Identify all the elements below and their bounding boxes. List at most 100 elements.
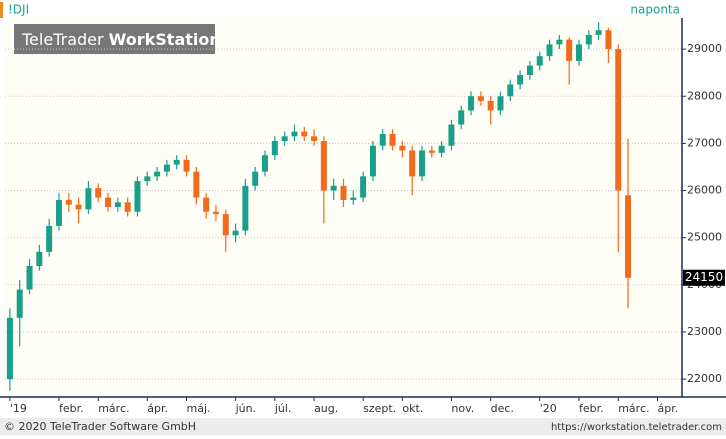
candle-body: [507, 84, 514, 97]
candle-body: [242, 185, 249, 231]
candle-body: [271, 141, 278, 156]
candle-body: [105, 197, 112, 208]
copyright: © 2020 TeleTrader Software GmbH: [4, 420, 196, 433]
logo-text: TeleTrader WorkStation: [21, 30, 221, 49]
x-tick-label: febr.: [579, 402, 604, 415]
y-tick-label: 29000: [687, 42, 722, 55]
candle-body: [124, 202, 131, 212]
candle-body: [605, 30, 612, 50]
y-tick-label: 26000: [687, 184, 722, 197]
candle-body: [330, 185, 337, 191]
url: https://workstation.teletrader.com: [551, 422, 722, 433]
x-tick-label: máj.: [187, 402, 211, 415]
candle-body: [95, 188, 102, 198]
y-tick-label: 25000: [687, 231, 722, 244]
candle-body: [536, 56, 543, 66]
candle-body: [418, 150, 425, 177]
candle-body: [301, 131, 308, 137]
candle-body: [85, 188, 92, 210]
candle-body: [477, 96, 484, 101]
last-price: 24150: [685, 270, 723, 284]
candle-body: [75, 204, 82, 210]
x-tick-label: márc.: [98, 402, 129, 415]
candle-body: [625, 195, 632, 278]
y-tick-label: 27000: [687, 136, 722, 149]
candle-body: [448, 124, 455, 146]
candle-body: [340, 185, 347, 200]
candle-body: [193, 171, 200, 198]
candle-body: [154, 171, 161, 177]
candle-body: [360, 176, 367, 198]
logo-bold: WorkStation: [109, 30, 221, 49]
y-tick-label: 22000: [687, 372, 722, 385]
candle-body: [517, 75, 524, 85]
candle-body: [399, 145, 406, 151]
candle-body: [183, 159, 190, 172]
candle-body: [222, 214, 229, 236]
logo-light: TeleTrader: [21, 30, 104, 49]
candle-body: [26, 265, 33, 290]
candle-body: [595, 30, 602, 35]
x-tick-label: ápr.: [147, 402, 168, 415]
candle-body: [281, 136, 288, 142]
symbol: !DJI: [8, 3, 29, 17]
candle-body: [311, 136, 318, 142]
x-tick-label: szept.: [363, 402, 396, 415]
candle-body: [379, 133, 386, 146]
candle-body: [16, 289, 23, 318]
candle-body: [320, 141, 327, 191]
candle-body: [46, 225, 53, 252]
candle-body: [36, 251, 43, 266]
candle-body: [438, 145, 445, 153]
candle-body: [144, 176, 151, 182]
x-tick-label: febr.: [59, 402, 84, 415]
plot-area: [4, 18, 682, 397]
x-tick-label: '19: [10, 402, 27, 415]
x-tick-label: júl.: [274, 402, 292, 415]
candle-body: [55, 199, 62, 226]
candle-body: [546, 44, 553, 57]
candle-body: [252, 171, 259, 186]
candle-body: [173, 159, 180, 165]
candle-body: [232, 230, 239, 236]
candle-body: [134, 181, 141, 212]
candle-body: [556, 39, 563, 45]
candle-body: [487, 100, 494, 111]
y-tick-label: 23000: [687, 325, 722, 338]
candle-body: [575, 44, 582, 61]
y-tick-label: 28000: [687, 89, 722, 102]
interval: naponta: [630, 3, 680, 17]
candle-body: [615, 49, 622, 191]
x-tick-label: aug.: [314, 402, 338, 415]
footer: [0, 418, 726, 435]
candle-body: [262, 155, 269, 172]
symbol-marker: [0, 2, 3, 18]
last-price-box: [683, 269, 725, 286]
candle-body: [350, 197, 357, 200]
candle-body: [212, 211, 219, 215]
candle-body: [585, 34, 592, 45]
candle-body: [291, 131, 298, 137]
candle-body: [409, 150, 416, 177]
x-tick-label: nov.: [451, 402, 474, 415]
candle-body: [468, 96, 475, 111]
candle-body: [458, 110, 465, 125]
x-tick-label: '20: [540, 402, 557, 415]
x-tick-label: jún.: [235, 402, 256, 415]
candle-body: [497, 96, 504, 111]
plot: 2200023000240002500026000270002800029000…: [5, 22, 725, 415]
x-tick-label: dec.: [491, 402, 514, 415]
candle-body: [428, 150, 435, 153]
x-tick-label: márc.: [618, 402, 649, 415]
candle-body: [65, 199, 72, 205]
candle-body: [369, 145, 376, 177]
candle-body: [114, 202, 121, 208]
x-tick-label: ápr.: [657, 402, 678, 415]
x-tick-label: okt.: [402, 402, 423, 415]
candle-body: [203, 197, 210, 212]
candle-body: [163, 164, 170, 172]
candle-body: [6, 317, 13, 380]
candle-body: [389, 133, 396, 146]
